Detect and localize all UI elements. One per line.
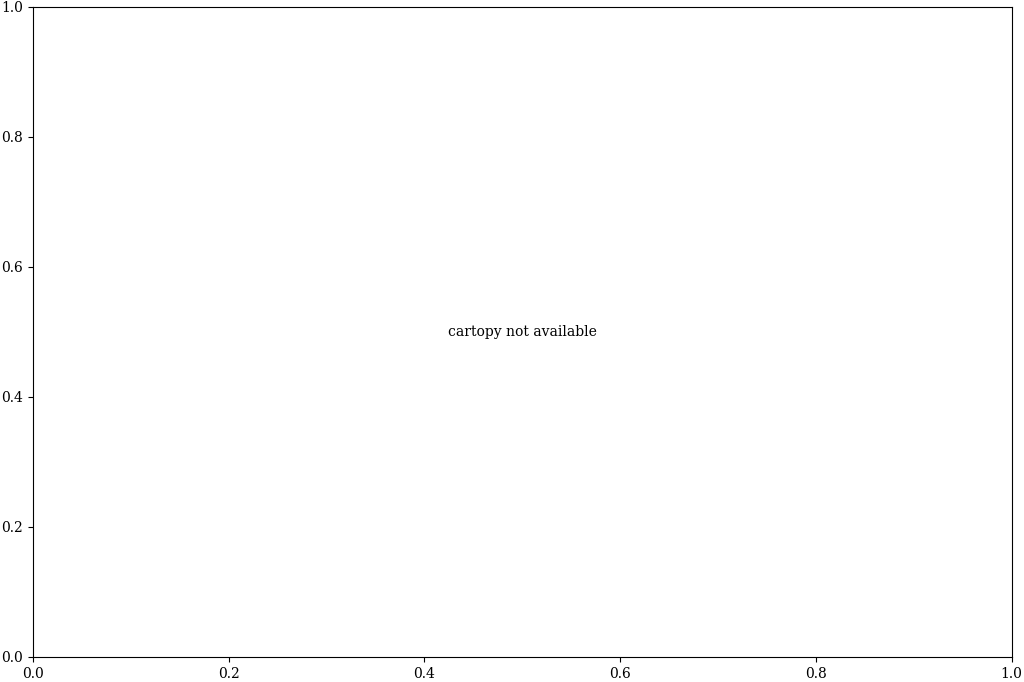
Text: cartopy not available: cartopy not available [447, 325, 597, 339]
